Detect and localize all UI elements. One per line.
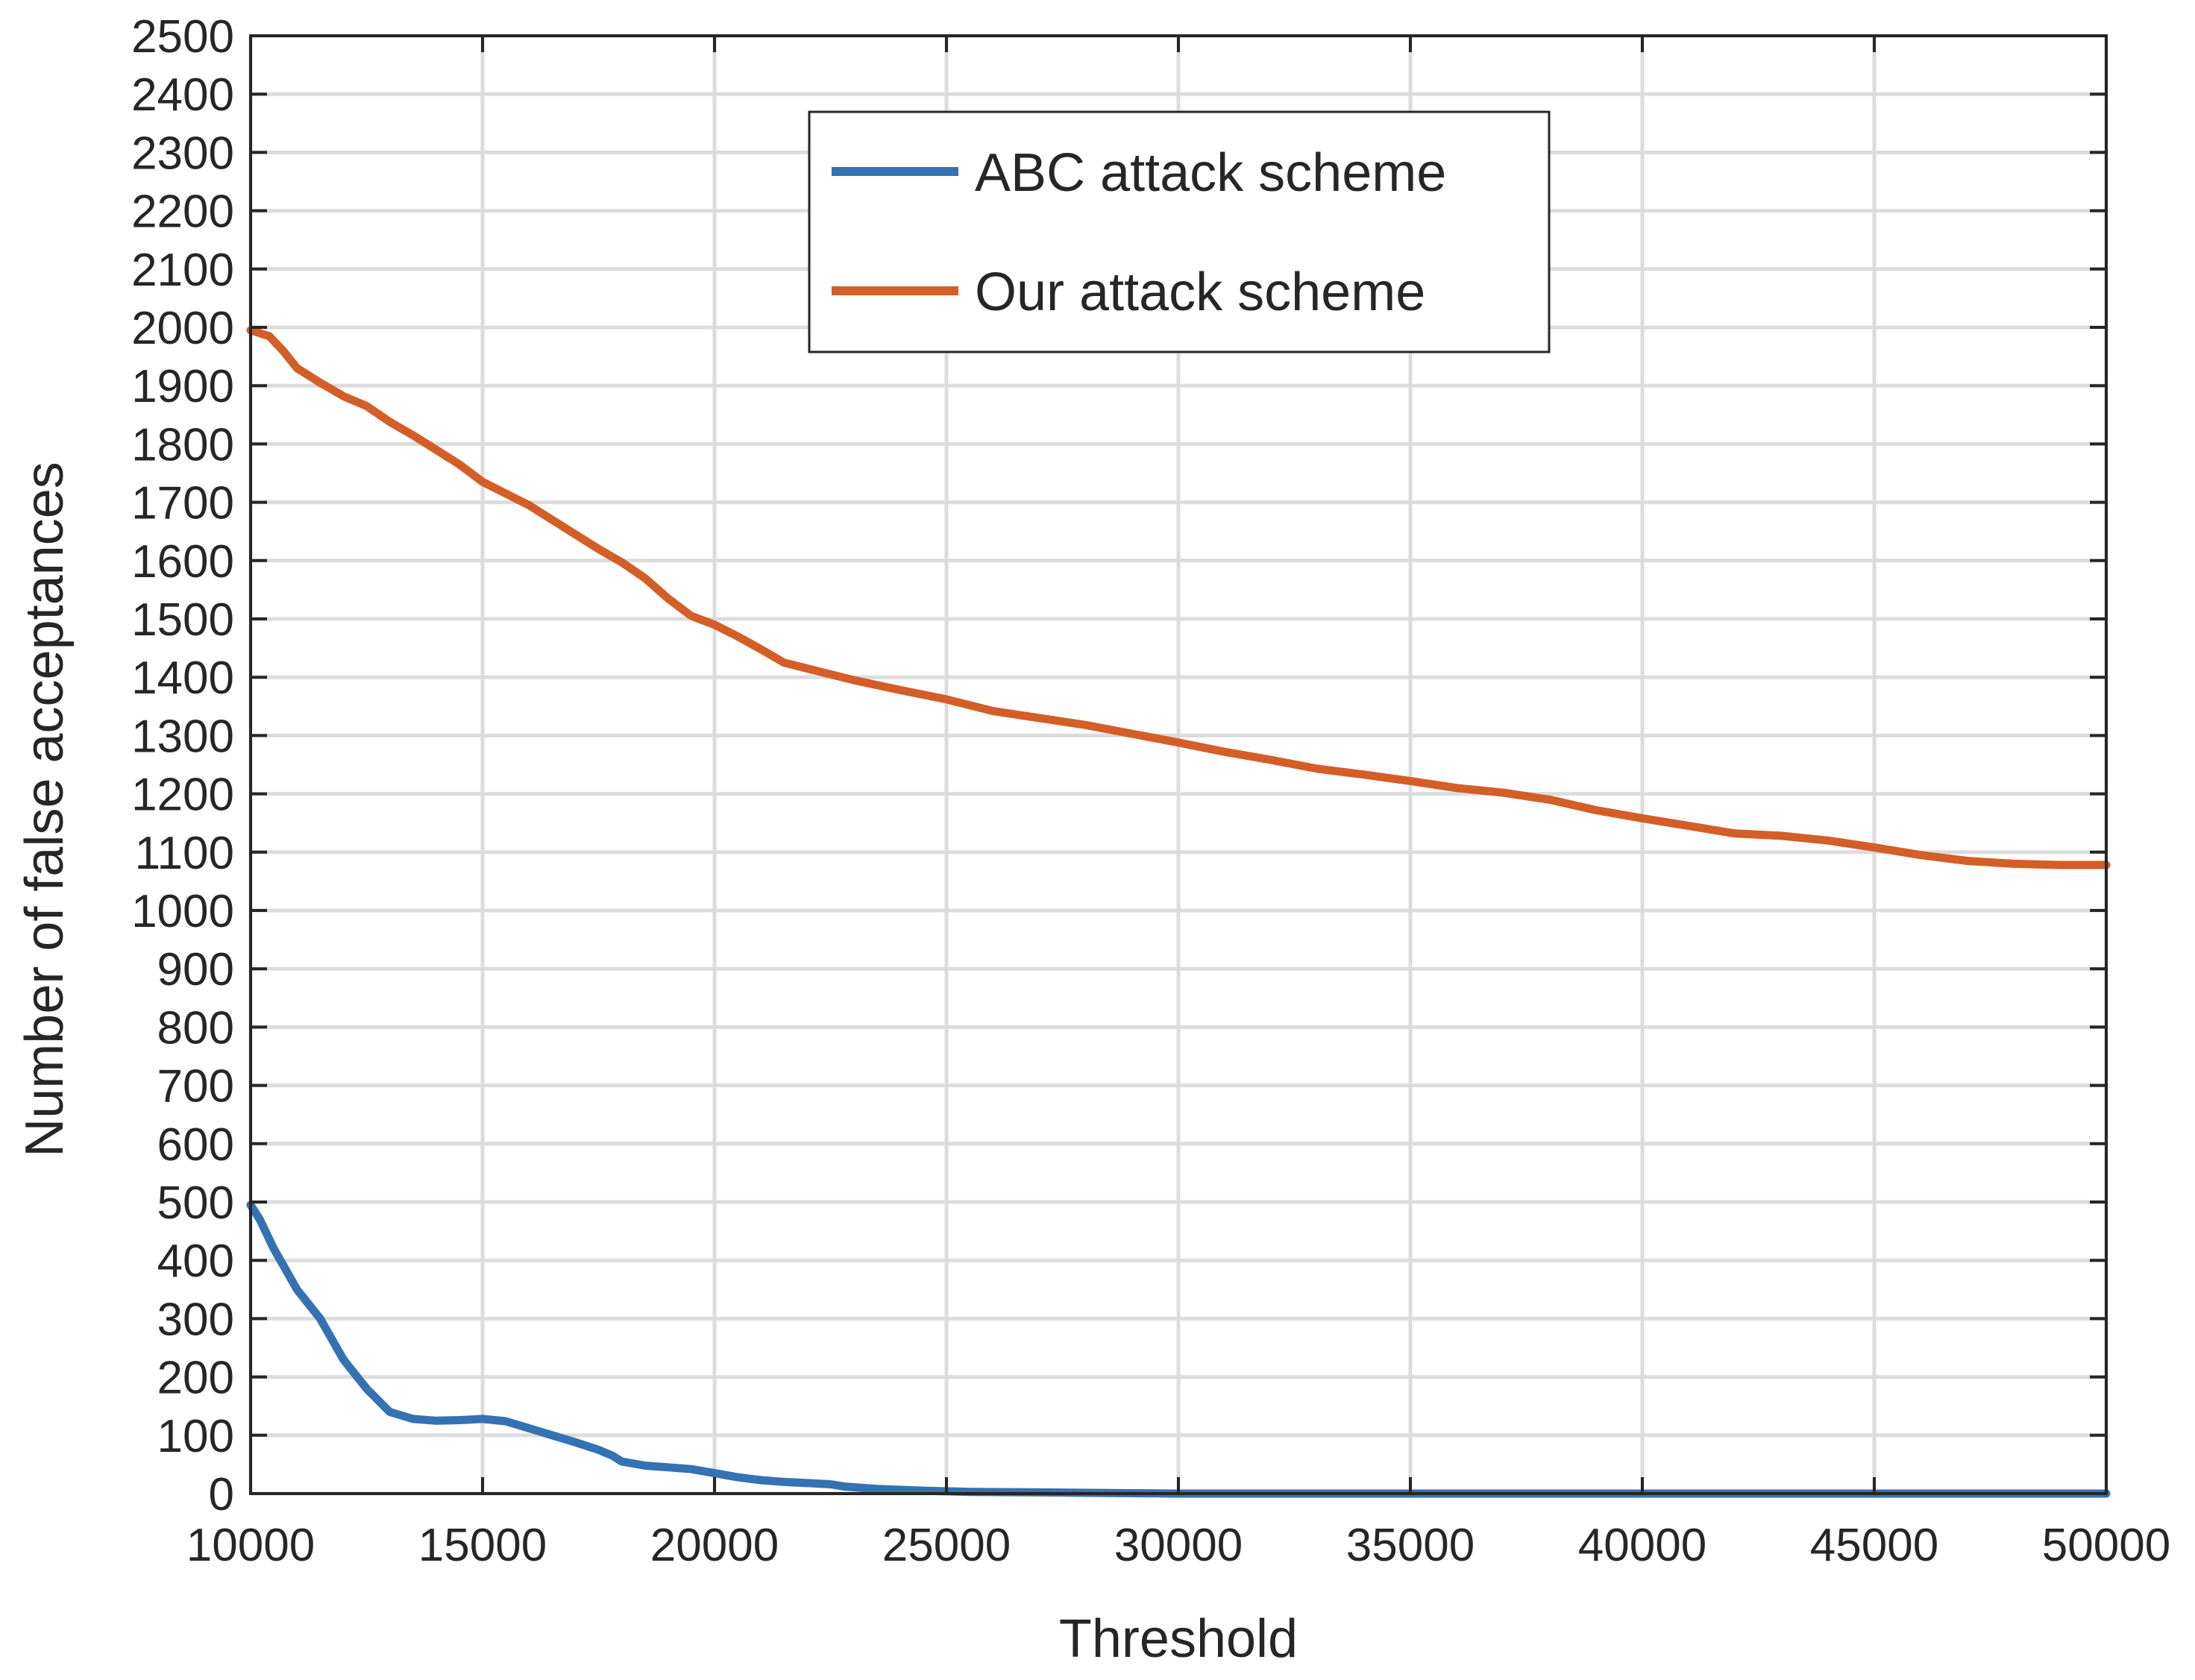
y-tick-label: 2300 <box>131 128 234 179</box>
x-tick-label: 50000 <box>2042 1520 2170 1571</box>
legend-label-1: Our attack scheme <box>975 262 1425 322</box>
axis-ticks: 10000 15000 20000 25000 30000 35000 40000 45000… <box>131 11 2170 1571</box>
y-tick-label: 1900 <box>131 361 234 412</box>
series-line-1 <box>246 326 2111 869</box>
y-tick-label: 600 <box>157 1119 234 1171</box>
x-tick-label: 15000 <box>418 1520 547 1571</box>
y-tick-label: 700 <box>157 1061 234 1113</box>
x-tick-label: 45000 <box>1810 1520 1938 1571</box>
y-tick-label: 1700 <box>131 478 234 529</box>
y-tick-label: 1200 <box>131 770 234 821</box>
legend-box <box>808 110 1551 353</box>
y-tick-label: 1800 <box>131 419 234 471</box>
x-tick-label: 20000 <box>650 1520 779 1571</box>
y-tick-label: 1300 <box>131 711 234 762</box>
y-tick-label: 500 <box>157 1177 234 1229</box>
y-tick-label: 1400 <box>131 652 234 704</box>
y-tick-label: 1500 <box>131 594 234 646</box>
y-tick-label: 200 <box>157 1353 234 1404</box>
x-tick-label: 35000 <box>1346 1520 1475 1571</box>
x-tick-label: 10000 <box>186 1520 315 1571</box>
x-tick-label: 25000 <box>882 1520 1011 1571</box>
y-tick-label: 2000 <box>131 303 234 354</box>
y-tick-label: 0 <box>209 1469 234 1520</box>
y-tick-label: 1100 <box>135 828 234 879</box>
y-tick-label: 2200 <box>131 186 234 238</box>
x-tick-label: 40000 <box>1578 1520 1706 1571</box>
y-tick-label: 400 <box>157 1236 234 1287</box>
x-tick-label: 30000 <box>1114 1520 1243 1571</box>
legend-label-0: ABC attack scheme <box>975 143 1446 203</box>
y-tick-label: 100 <box>157 1411 234 1462</box>
y-tick-label: 300 <box>157 1294 234 1345</box>
y-tick-label: 2400 <box>131 69 234 121</box>
y-tick-label: 2100 <box>131 245 234 296</box>
legend: ABC attack scheme Our attack scheme <box>808 110 1551 353</box>
y-tick-label: 900 <box>157 944 234 995</box>
x-axis-title: Threshold <box>1059 1609 1298 1669</box>
y-tick-label: 800 <box>157 1002 234 1054</box>
y-tick-label: 2500 <box>131 11 234 63</box>
y-axis-title: Number of false acceptances <box>15 462 75 1157</box>
y-tick-label: 1000 <box>131 886 234 937</box>
y-tick-label: 1600 <box>131 536 234 588</box>
